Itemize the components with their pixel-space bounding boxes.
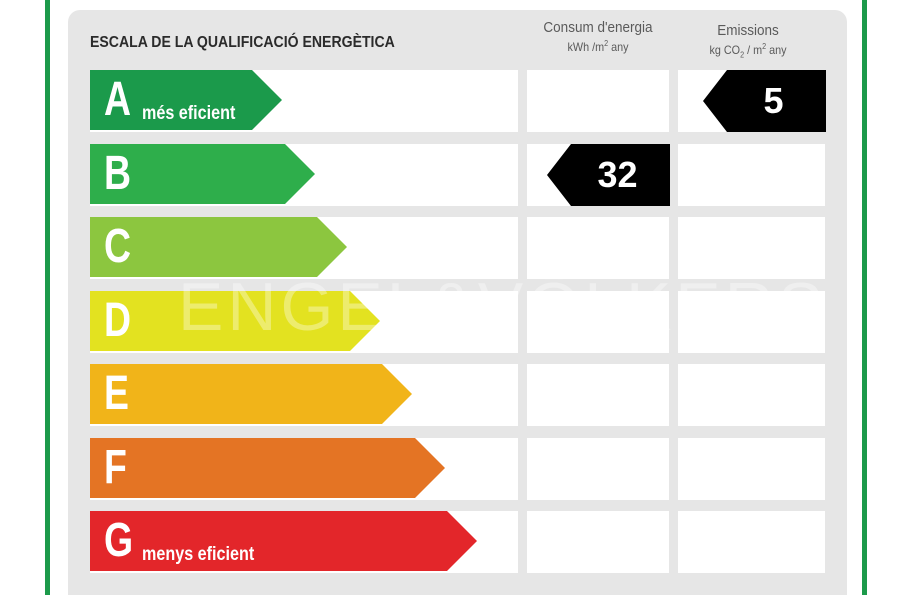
consumption-title: Consum d'energia: [543, 19, 653, 36]
emissions-cell: [678, 438, 825, 500]
frame-left-line: [45, 0, 50, 595]
consumption-cell: [527, 291, 669, 353]
consumption-cell: [527, 438, 669, 500]
consumption-column-header: Consum d'energia kWh /m2 any: [535, 19, 661, 54]
label-title: ESCALA DE LA QUALIFICACIÓ ENERGÈTICA: [90, 34, 395, 51]
frame-right-line: [862, 0, 867, 595]
energy-class-letter: A: [104, 73, 132, 126]
energy-class-letter: D: [104, 294, 132, 347]
energy-class-letter: E: [104, 367, 129, 420]
energy-class-bar-b: B: [90, 144, 315, 204]
consumption-indicator: 32: [547, 144, 670, 206]
emissions-cell: [678, 511, 825, 573]
emissions-cell: [678, 217, 825, 279]
consumption-cell: [527, 70, 669, 132]
emissions-unit: kg CO2 / m2 any: [709, 42, 787, 60]
energy-class-bar-e: E: [90, 364, 412, 424]
energy-class-letter: G: [104, 514, 134, 567]
energy-class-letter: C: [104, 220, 132, 273]
consumption-cell: [527, 364, 669, 426]
energy-class-bar-f: F: [90, 438, 445, 498]
consumption-cell: [527, 217, 669, 279]
emissions-cell: [678, 291, 825, 353]
consumption-unit: kWh /m2 any: [567, 39, 629, 54]
energy-class-caption: més eficient: [142, 103, 236, 124]
energy-class-bar-c: C: [90, 217, 347, 277]
emissions-cell: [678, 144, 825, 206]
emissions-indicator-value: 5: [763, 80, 784, 121]
consumption-indicator-value: 32: [597, 154, 638, 195]
energy-class-letter: B: [104, 147, 132, 200]
energy-class-bar-d: D: [90, 291, 380, 351]
emissions-title: Emissions: [717, 22, 779, 39]
consumption-cell: [527, 511, 669, 573]
energy-class-caption: menys eficient: [142, 544, 255, 565]
emissions-column-header: Emissions kg CO2 / m2 any: [685, 22, 811, 59]
emissions-cell: [678, 364, 825, 426]
energy-class-letter: F: [104, 441, 127, 494]
emissions-indicator: 5: [703, 70, 826, 132]
